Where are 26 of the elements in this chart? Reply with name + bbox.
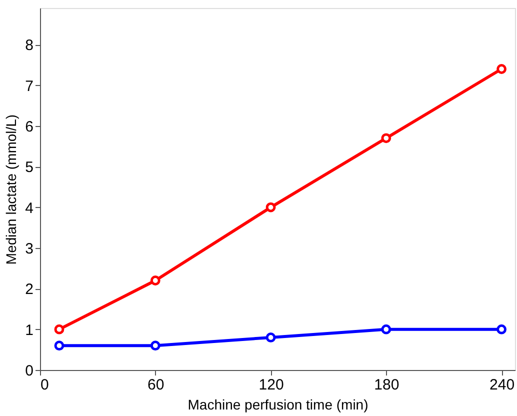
point xyxy=(150,340,160,351)
y-tick-label: 1 xyxy=(25,322,34,339)
y-tick-label: 4 xyxy=(25,200,34,217)
x-tick-label: 240 xyxy=(490,376,515,394)
point xyxy=(266,332,276,342)
y-tick-label: 7 xyxy=(25,78,34,95)
point xyxy=(496,64,506,74)
x-tick-label: 0 xyxy=(40,376,49,394)
point xyxy=(266,202,276,212)
y-tick-label: 6 xyxy=(25,118,34,136)
y-axis-title: Median lactate (mmol/L) xyxy=(3,114,20,265)
y-tick-label: 0 xyxy=(25,362,34,380)
point xyxy=(54,324,64,334)
x-axis-title: Machine perfusion time (min) xyxy=(188,396,368,412)
x-tick-label: 180 xyxy=(374,376,400,394)
point xyxy=(381,133,392,144)
point xyxy=(496,324,506,334)
x-tick-label: 60 xyxy=(148,376,164,394)
y-tick-label: 3 xyxy=(25,240,34,258)
x-tick-label: 120 xyxy=(258,376,284,394)
point xyxy=(150,276,160,286)
y-tick-label: 2 xyxy=(25,281,34,298)
y-tick-label: 5 xyxy=(25,159,34,176)
y-tick-label: 8 xyxy=(25,37,34,54)
point xyxy=(54,340,64,351)
point xyxy=(381,324,392,334)
